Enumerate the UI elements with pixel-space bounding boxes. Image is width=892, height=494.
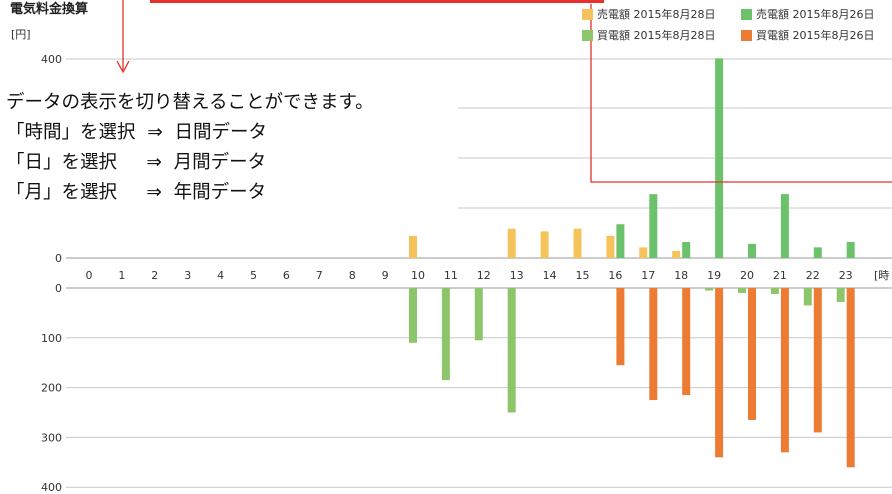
- x-tick-label: 10: [411, 269, 425, 282]
- chart-title: 電気料金換算: [10, 2, 89, 17]
- bottom-bar: [780, 288, 789, 453]
- legend-label: 売電額 2015年8月26日: [756, 8, 875, 21]
- x-tick-label: 8: [349, 269, 356, 282]
- bottom-bar: [649, 288, 658, 401]
- legend-swatch: [741, 29, 752, 41]
- legend-label: 買電額 2015年8月26日: [756, 29, 875, 42]
- x-tick-label: 4: [217, 269, 224, 282]
- annotation-line-3: 「日」を選択 ⇒ 月間データ: [6, 152, 267, 173]
- bottom-bar: [409, 288, 417, 343]
- bottom-bar: [748, 288, 756, 420]
- annotation-line-2: 「時間」を選択 ⇒ 日間データ: [6, 122, 268, 143]
- top-bar: [573, 228, 582, 258]
- bottom-bar: [474, 288, 483, 341]
- x-tick-label: 6: [283, 269, 290, 282]
- annotation-line-4: 「月」を選択 ⇒ 年間データ: [6, 182, 267, 203]
- bottom-bar: [813, 288, 822, 433]
- x-tick-label: 23: [839, 269, 853, 282]
- annotation-text: データの表示を切り替えることができます。 「時間」を選択 ⇒ 日間データ 「日」…: [6, 88, 374, 208]
- x-tick-label: 0: [86, 269, 93, 282]
- x-tick-label: 13: [510, 269, 524, 282]
- x-tick-label: 20: [740, 269, 754, 282]
- x-tick-label: 9: [382, 269, 389, 282]
- top-ytick-label: 400: [41, 53, 62, 66]
- annotation-line-1: データの表示を切り替えることができます。: [6, 92, 374, 113]
- bottom-bar: [836, 288, 845, 302]
- annotation-bracket: [590, 4, 892, 183]
- annotation-arrow-head: [116, 60, 130, 74]
- bottom-bar: [738, 288, 746, 293]
- bottom-bar: [441, 288, 450, 381]
- top-bar: [649, 194, 658, 258]
- x-tick-label: 18: [674, 269, 688, 282]
- bottom-ytick-label: 0: [55, 282, 62, 295]
- x-unit-label: [時: [874, 269, 889, 282]
- top-bar: [606, 235, 615, 258]
- legend-item-sell-0826[interactable]: 売電額 2015年8月26日: [741, 6, 875, 22]
- top-bar: [682, 242, 691, 258]
- bottom-bar: [846, 288, 855, 468]
- top-bar: [540, 231, 549, 258]
- legend-swatch: [582, 8, 593, 20]
- top-bar: [813, 247, 822, 258]
- top-bar: [780, 194, 789, 258]
- legend-item-buy-0826[interactable]: 買電額 2015年8月26日: [741, 27, 875, 43]
- legend-label: 買電額 2015年8月28日: [597, 29, 716, 42]
- bottom-ytick-label: 200: [41, 382, 62, 395]
- legend-swatch: [741, 8, 752, 20]
- bottom-bar: [507, 288, 516, 413]
- x-tick-label: 1: [118, 269, 125, 282]
- bottom-ytick-label: 300: [41, 431, 62, 444]
- legend-item-sell-0828[interactable]: 売電額 2015年8月28日: [582, 6, 716, 22]
- legend-swatch: [582, 29, 593, 41]
- bottom-bar: [715, 288, 724, 458]
- x-tick-label: 11: [444, 269, 458, 282]
- x-tick-label: 21: [773, 269, 787, 282]
- x-tick-label: 19: [707, 269, 721, 282]
- x-tick-label: 16: [608, 269, 622, 282]
- top-bar: [616, 224, 625, 258]
- top-bar: [409, 235, 417, 258]
- x-tick-label: 12: [477, 269, 491, 282]
- bottom-ytick-label: 100: [41, 332, 62, 345]
- bottom-bar: [770, 288, 779, 294]
- top-bar: [672, 250, 681, 258]
- x-tick-label: 7: [316, 269, 323, 282]
- top-bar: [748, 243, 756, 258]
- legend-label: 売電額 2015年8月28日: [597, 8, 716, 21]
- bottom-bar: [803, 288, 812, 306]
- x-tick-label: 2: [151, 269, 158, 282]
- annotation-top-bar: [150, 0, 604, 3]
- bottom-bar: [705, 288, 714, 291]
- legend-item-buy-0828[interactable]: 買電額 2015年8月28日: [582, 27, 716, 43]
- x-tick-label: 3: [184, 269, 191, 282]
- bottom-bar: [616, 288, 625, 366]
- bottom-ytick-label: 400: [41, 481, 62, 494]
- x-tick-label: 5: [250, 269, 257, 282]
- x-tick-label: 22: [806, 269, 820, 282]
- top-bar: [846, 242, 855, 258]
- x-tick-label: 15: [576, 269, 590, 282]
- y-unit-label: [円]: [11, 28, 31, 41]
- bottom-bar: [682, 288, 691, 396]
- top-ytick-label: 0: [55, 252, 62, 265]
- top-bar: [715, 58, 724, 258]
- x-tick-label: 17: [641, 269, 655, 282]
- top-bar: [507, 228, 516, 258]
- x-tick-label: 14: [543, 269, 557, 282]
- top-bar: [639, 247, 648, 258]
